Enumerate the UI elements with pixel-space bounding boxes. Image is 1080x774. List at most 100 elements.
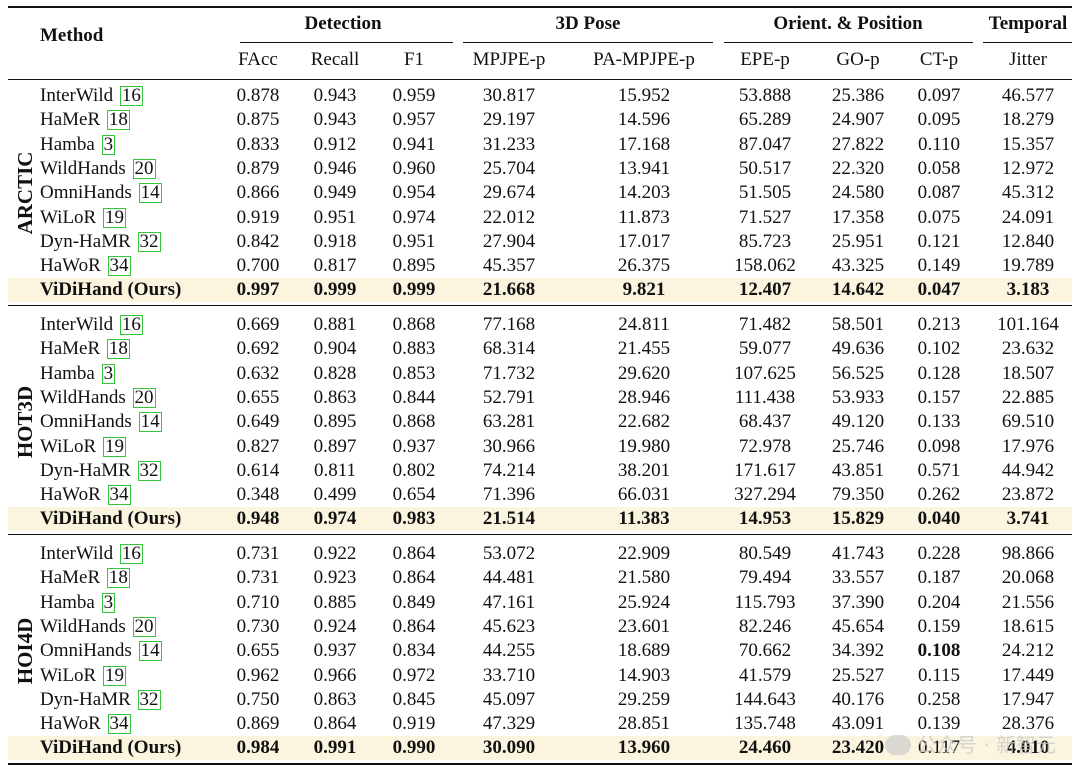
metric-cell: 14.596 [617, 109, 671, 131]
section-rule [8, 762, 1072, 765]
metric-cell: 115.793 [734, 591, 796, 613]
method-label: HaMeR [40, 109, 101, 131]
method-label: HaMeR [40, 567, 101, 589]
citation-link[interactable]: 20 [132, 157, 156, 179]
metric-cell: 47.329 [482, 713, 536, 735]
metric-cell: 0.922 [313, 543, 357, 564]
metric-cell: 0.102 [917, 338, 961, 360]
method-name: OmniHands 14 [40, 181, 162, 205]
metric-cell: 0.895 [313, 411, 357, 433]
citation-link[interactable]: 19 [102, 435, 126, 457]
metric-cell: 0.881 [313, 314, 357, 335]
metric-cell: 0.108 [917, 640, 961, 662]
metric-cell: 9.821 [622, 279, 666, 301]
metric-cell: 71.396 [482, 484, 536, 506]
metric-cell: 74.214 [482, 459, 536, 481]
metric-cell: 11.873 [618, 206, 670, 228]
citation-link[interactable]: 3 [101, 591, 116, 613]
metric-cell: 0.954 [392, 182, 436, 204]
metric-cell: 101.164 [997, 314, 1059, 335]
metric-cell: 0.919 [236, 206, 280, 228]
metric-cell: 0.828 [313, 362, 357, 384]
method-label: WildHands [40, 157, 126, 179]
method-name: HaMeR 18 [40, 108, 130, 132]
metric-cell: 0.655 [236, 386, 280, 408]
citation-link[interactable]: 18 [106, 567, 130, 589]
metric-cell: 45.097 [482, 688, 536, 710]
metric-cell: 0.098 [917, 435, 961, 457]
metric-cell: 0.058 [917, 157, 961, 179]
metric-cell: 3.183 [1006, 279, 1050, 301]
metric-cell: 0.133 [917, 411, 961, 433]
metric-cell: 27.822 [831, 133, 885, 155]
metric-cell: 158.062 [734, 255, 796, 277]
citation-link[interactable]: 18 [106, 338, 130, 360]
citation-link[interactable]: 19 [102, 206, 126, 228]
header-rule [8, 79, 1072, 80]
top-rule [8, 6, 1072, 8]
citation-link[interactable]: 19 [102, 664, 126, 686]
method-label: WiLoR [40, 206, 97, 228]
citation-link[interactable]: 20 [132, 386, 156, 408]
metric-cell: 98.866 [1001, 543, 1055, 564]
citation-link[interactable]: 3 [101, 133, 116, 155]
metric-cell: 0.957 [392, 109, 436, 131]
method-name: ViDiHand (Ours) [40, 736, 181, 760]
citation-link[interactable]: 32 [137, 230, 161, 252]
metric-cell: 13.941 [617, 157, 671, 179]
metric-cell: 22.320 [831, 157, 885, 179]
citation-link[interactable]: 14 [138, 182, 162, 204]
metric-cell: 0.842 [236, 230, 280, 252]
method-label: HaWoR [40, 484, 101, 506]
metric-cell: 0.863 [313, 386, 357, 408]
metric-cell: 0.614 [236, 459, 280, 481]
metric-cell: 43.325 [831, 255, 885, 277]
metric-cell: 0.811 [313, 459, 357, 481]
citation-link[interactable]: 16 [119, 543, 143, 564]
citation-link[interactable]: 34 [107, 484, 131, 506]
metric-cell: 25.704 [482, 157, 536, 179]
citation-link[interactable]: 18 [106, 109, 130, 131]
column-group-underline [463, 42, 713, 43]
citation-link[interactable]: 16 [119, 85, 143, 106]
metric-cell: 26.375 [617, 255, 671, 277]
citation-link[interactable]: 14 [138, 640, 162, 662]
metric-cell: 0.895 [392, 255, 436, 277]
method-label: Hamba [40, 133, 95, 155]
metric-cell: 0.863 [313, 688, 357, 710]
metric-cell: 85.723 [738, 230, 792, 252]
metric-cell: 24.580 [831, 182, 885, 204]
citation-link[interactable]: 34 [107, 713, 131, 735]
method-name: WiLoR 19 [40, 664, 126, 688]
method-name: InterWild 16 [40, 313, 143, 337]
citation-link[interactable]: 34 [107, 255, 131, 277]
method-name: WildHands 20 [40, 615, 156, 639]
metric-cell: 18.279 [1001, 109, 1055, 131]
metric-cell: 24.212 [1001, 640, 1055, 662]
citation-link[interactable]: 32 [137, 688, 161, 710]
metric-cell: 14.203 [617, 182, 671, 204]
citation-link[interactable]: 14 [138, 411, 162, 433]
method-label: ViDiHand (Ours) [40, 279, 182, 301]
metric-cell: 45.312 [1001, 182, 1055, 204]
method-name: HaMeR 18 [40, 337, 130, 361]
citation-link[interactable]: 20 [132, 615, 156, 637]
metric-cell: 25.386 [831, 85, 885, 106]
metric-cell: 0.047 [917, 279, 961, 301]
method-label: OmniHands [40, 640, 132, 662]
metric-cell: 66.031 [617, 484, 671, 506]
metric-cell: 0.731 [236, 543, 280, 564]
citation-link[interactable]: 32 [137, 459, 161, 481]
metric-cell: 0.213 [917, 314, 961, 335]
metric-cell: 0.075 [917, 206, 961, 228]
column-header: MPJPE-p [472, 49, 546, 70]
metric-cell: 29.197 [482, 109, 536, 131]
metric-cell: 24.091 [1001, 206, 1055, 228]
citation-link[interactable]: 16 [119, 314, 143, 335]
metric-cell: 45.654 [831, 615, 885, 637]
citation-link[interactable]: 3 [101, 362, 116, 384]
metric-cell: 49.120 [831, 411, 885, 433]
dataset-label: HOI4D [13, 618, 37, 685]
metric-cell: 0.110 [917, 133, 961, 155]
metric-cell: 14.642 [831, 279, 885, 301]
